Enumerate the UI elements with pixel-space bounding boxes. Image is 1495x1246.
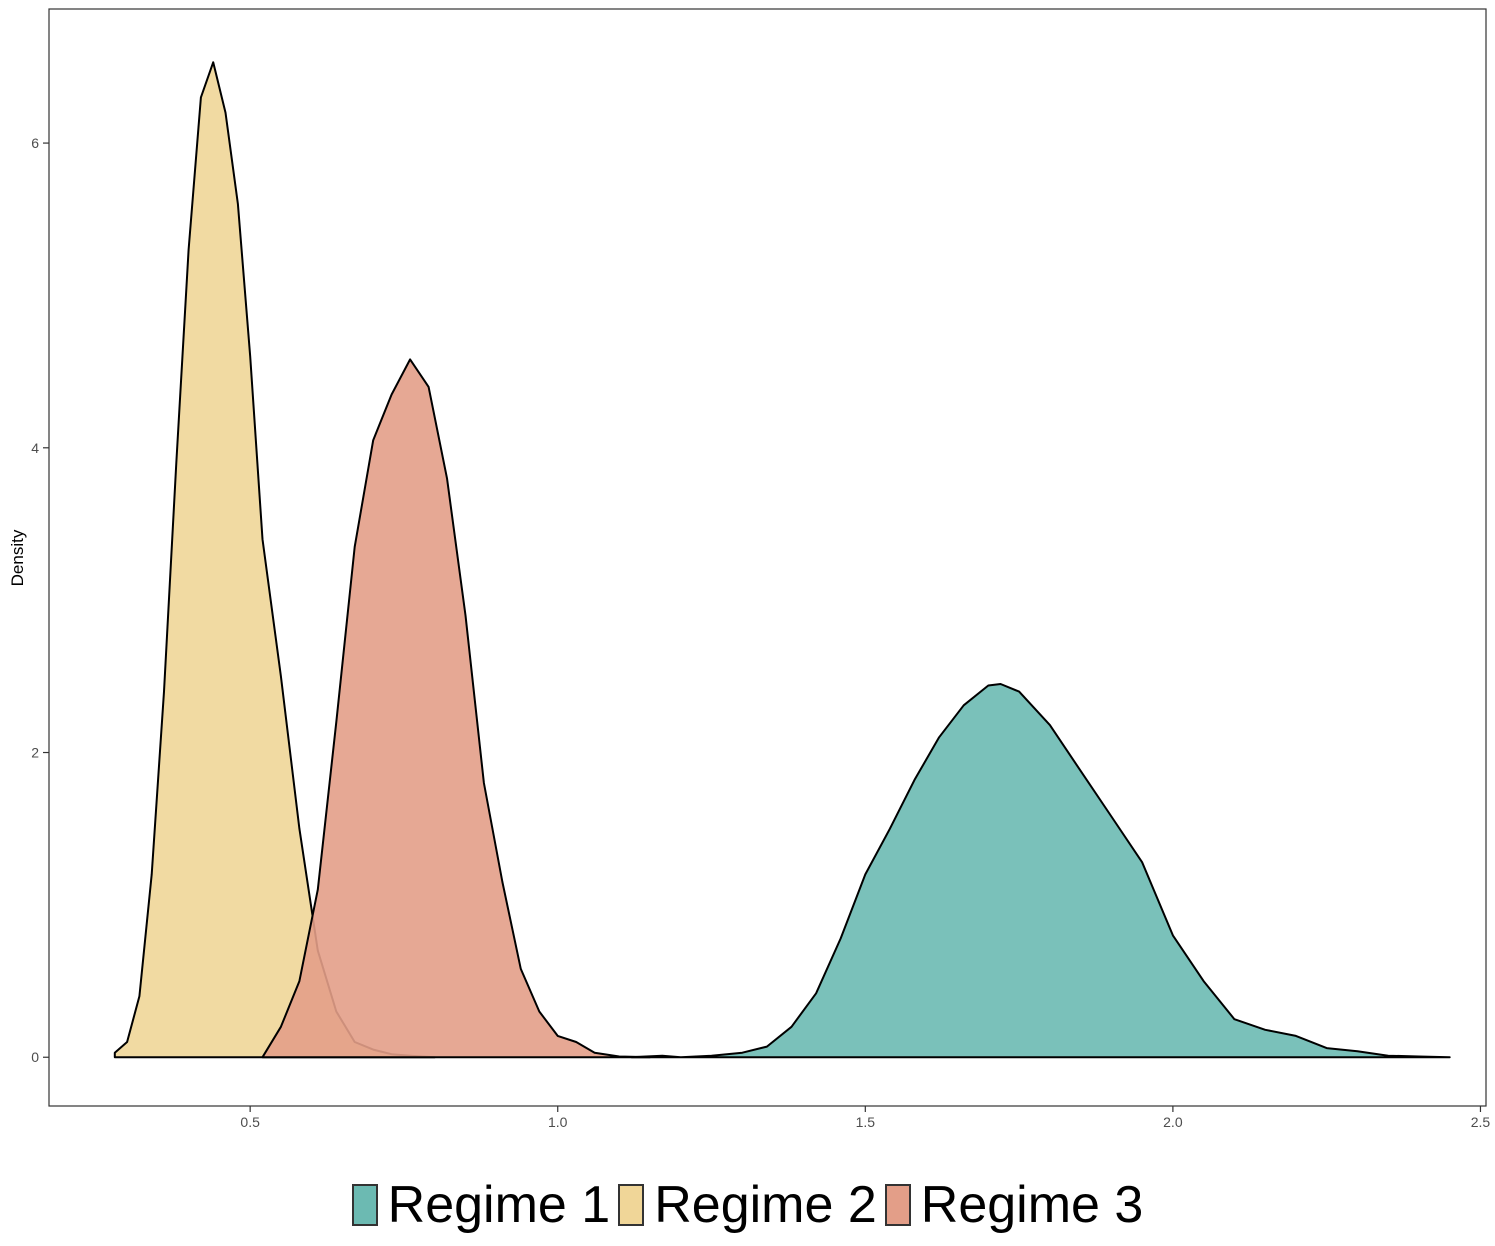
legend-label-regime-1: Regime 1 (387, 1176, 611, 1234)
x-tick-label: 1.5 (856, 1114, 876, 1130)
x-axis: 0.5 1.0 1.5 2.0 2.5 (240, 1106, 1490, 1130)
y-tick-label: 2 (31, 745, 39, 761)
y-axis: 0 2 4 6 (31, 135, 49, 1065)
y-tick-label: 4 (31, 440, 39, 456)
plot-panel (48, 8, 1487, 1107)
legend-label-regime-2: Regime 2 (654, 1176, 877, 1234)
x-tick-label: 2.5 (1471, 1114, 1491, 1130)
y-tick-label: 0 (31, 1049, 39, 1065)
legend-item-regime-3: Regime 3 (884, 1176, 1144, 1234)
x-tick-label: 1.0 (548, 1114, 568, 1130)
y-axis-title: Density (8, 529, 27, 586)
legend-key-regime-2 (618, 1184, 645, 1226)
y-tick-label: 6 (31, 135, 39, 151)
legend-item-regime-2: Regime 2 (618, 1179, 877, 1231)
legend-key-regime-1 (351, 1184, 378, 1226)
legend-item-regime-1: Regime 1 (351, 1176, 611, 1234)
legend: Regime 1 Regime 2 Regime 3 (0, 1172, 1495, 1238)
panel-border (48, 8, 1487, 1107)
x-tick-label: 0.5 (240, 1114, 260, 1130)
x-tick-label: 2.0 (1163, 1114, 1183, 1130)
legend-key-regime-3 (884, 1184, 911, 1226)
density-area-regime-3 (261, 358, 651, 1059)
legend-label-regime-3: Regime 3 (920, 1176, 1144, 1234)
density-area-regime-1 (630, 683, 1451, 1059)
